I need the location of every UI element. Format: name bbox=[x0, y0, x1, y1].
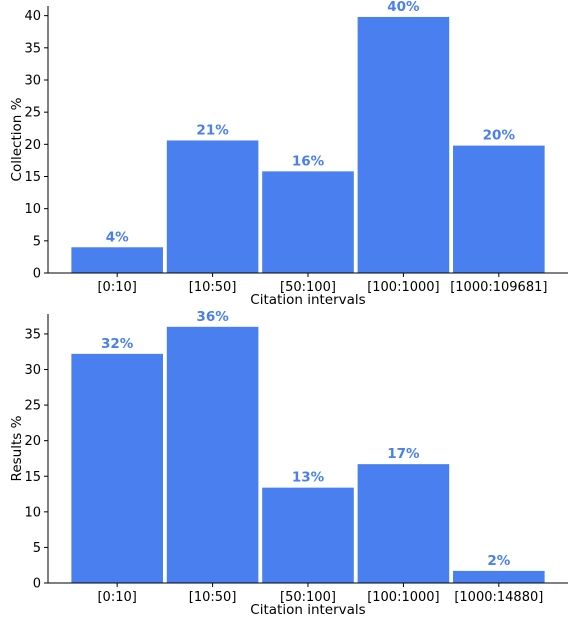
y-tick-label-2-5: 20 bbox=[24, 434, 41, 449]
data-label-2-4: 17% bbox=[387, 446, 420, 462]
data-label-1-5: 20% bbox=[483, 128, 516, 144]
y-tick-label-2-7: 30 bbox=[24, 363, 41, 378]
data-label-1-4: 40% bbox=[387, 0, 420, 15]
y-tick-label-2-2: 5 bbox=[33, 541, 41, 556]
x-tick-label-1-1: [0:10] bbox=[97, 280, 136, 295]
y-tick-label-1-1: 0 bbox=[33, 267, 41, 282]
data-label-2-2: 36% bbox=[196, 309, 229, 325]
x-tick-label-2-2: [10:50] bbox=[189, 590, 237, 605]
x-tick-label-2-1: [0:10] bbox=[97, 590, 136, 605]
bar-2-3 bbox=[262, 487, 354, 583]
data-label-1-2: 21% bbox=[196, 122, 229, 138]
y-tick-label-2-8: 35 bbox=[24, 327, 41, 342]
data-label-1-1: 4% bbox=[106, 229, 129, 245]
bar-2-2 bbox=[166, 326, 259, 583]
y-tick-label-2-3: 10 bbox=[24, 505, 41, 520]
x-tick-label-1-4: [100:1000] bbox=[367, 280, 439, 295]
x-tick-label-2-5: [1000:14880] bbox=[454, 590, 543, 605]
x-tick-label-1-5: [1000:109681] bbox=[450, 280, 547, 295]
x-tick-label-1-2: [10:50] bbox=[189, 280, 237, 295]
y-tick-label-1-2: 5 bbox=[33, 234, 41, 249]
bar-2-4 bbox=[357, 464, 450, 583]
y-tick-label-1-4: 15 bbox=[24, 170, 41, 185]
x-axis-title-2: Citation intervals bbox=[250, 602, 365, 618]
data-label-2-5: 2% bbox=[487, 553, 510, 569]
y-tick-label-1-9: 40 bbox=[24, 9, 41, 24]
chart-panel-1: 4% [0:10] 21% [10:50] 16% [50:100] 40% [100:100… bbox=[9, 0, 568, 308]
y-tick-label-1-3: 10 bbox=[24, 202, 41, 217]
y-tick-label-2-4: 15 bbox=[24, 470, 41, 485]
bar-1-4 bbox=[357, 16, 450, 273]
data-label-2-3: 13% bbox=[292, 470, 325, 486]
y-tick-label-2-6: 25 bbox=[24, 399, 41, 414]
x-tick-label-2-3: [50:100] bbox=[280, 590, 336, 605]
data-label-1-3: 16% bbox=[292, 153, 325, 169]
data-label-2-1: 32% bbox=[101, 336, 134, 352]
y-axis-title-2: Results % bbox=[9, 415, 25, 481]
bar-1-3 bbox=[262, 171, 354, 273]
x-tick-label-2-4: [100:1000] bbox=[367, 590, 439, 605]
y-tick-label-1-8: 35 bbox=[24, 41, 41, 56]
x-axis-title-1: Citation intervals bbox=[250, 292, 365, 308]
bar-1-5 bbox=[453, 145, 545, 273]
y-tick-label-1-6: 25 bbox=[24, 106, 41, 121]
y-tick-label-1-5: 20 bbox=[24, 138, 41, 153]
bar-1-2 bbox=[166, 140, 259, 273]
x-tick-label-1-3: [50:100] bbox=[280, 280, 336, 295]
bar-1-1 bbox=[71, 247, 163, 273]
y-tick-label-1-7: 30 bbox=[24, 73, 41, 88]
y-tick-label-2-1: 0 bbox=[33, 577, 41, 592]
bar-2-5 bbox=[453, 570, 545, 583]
y-axis-title-1: Collection % bbox=[9, 97, 25, 181]
bar-2-1 bbox=[71, 353, 163, 583]
chart-panel-2: 32% [0:10] 36% [10:50] 13% [50:100] 17% [100:10… bbox=[9, 309, 568, 618]
